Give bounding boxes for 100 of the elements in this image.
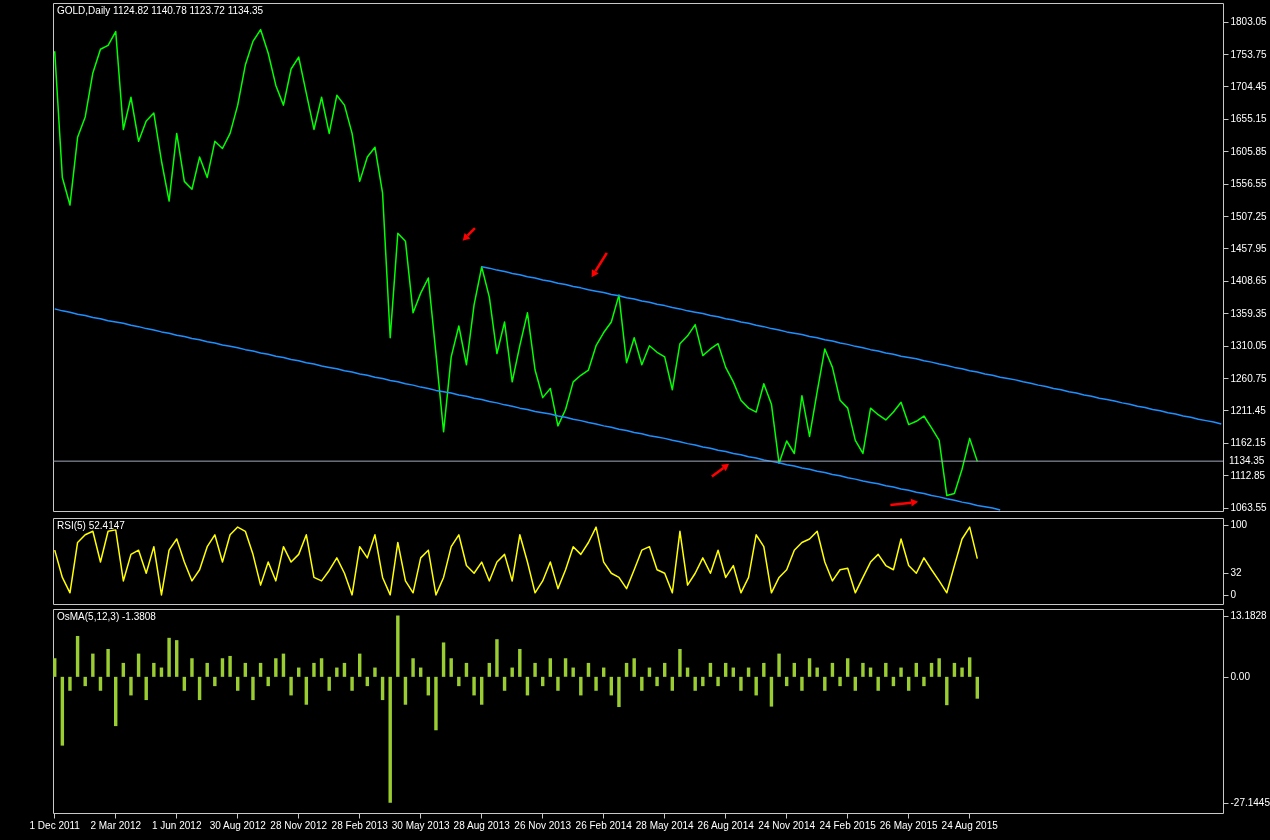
bar bbox=[167, 637, 171, 677]
bar bbox=[289, 676, 293, 696]
x-tick-label: 2 Mar 2012 bbox=[90, 819, 142, 831]
bar bbox=[876, 676, 880, 691]
y-tick-label: 1507.25 bbox=[1230, 210, 1268, 222]
bar bbox=[205, 662, 209, 677]
bar bbox=[739, 676, 743, 691]
bar bbox=[922, 676, 926, 687]
x-tick-label: 28 Nov 2012 bbox=[270, 819, 328, 831]
bar bbox=[495, 639, 499, 677]
bar bbox=[129, 676, 133, 696]
bar bbox=[815, 667, 819, 677]
line-series bbox=[53, 308, 1001, 511]
y-tick-label: -27.1445 bbox=[1230, 797, 1270, 809]
bar bbox=[449, 658, 453, 677]
x-tick-label: 1 Dec 2011 bbox=[29, 819, 81, 831]
y-tick-label: 0 bbox=[1230, 589, 1237, 601]
bar bbox=[678, 648, 682, 677]
bar bbox=[899, 667, 903, 677]
y-tick-label: 1162.15 bbox=[1230, 437, 1267, 449]
bar bbox=[579, 676, 583, 696]
y-tick-label: 0.00 bbox=[1230, 671, 1251, 683]
y-tick-label: 1359.35 bbox=[1230, 307, 1268, 319]
bar bbox=[838, 676, 842, 687]
bar bbox=[373, 667, 377, 677]
bar bbox=[967, 657, 972, 677]
bar bbox=[396, 615, 400, 677]
x-tick-label: 24 Aug 2015 bbox=[941, 819, 999, 831]
bar bbox=[960, 667, 964, 677]
chart-title: RSI(5) 52.4147 bbox=[57, 520, 126, 531]
chart-title: GOLD,Daily 1124.82 1140.78 1123.72 1134.35 bbox=[57, 5, 264, 16]
bar bbox=[640, 676, 644, 691]
bar bbox=[327, 676, 331, 691]
bar bbox=[83, 676, 87, 687]
ref-line-label: 1134.35 bbox=[1229, 455, 1265, 467]
bar bbox=[274, 658, 278, 677]
bar bbox=[434, 676, 438, 731]
bar bbox=[762, 662, 766, 677]
y-tick-label: 13.1828 bbox=[1230, 610, 1268, 622]
bar bbox=[350, 676, 354, 691]
bar bbox=[754, 676, 758, 696]
bar bbox=[91, 653, 95, 677]
bar bbox=[617, 676, 621, 708]
bar bbox=[68, 676, 72, 691]
bar bbox=[152, 662, 156, 677]
bar bbox=[411, 658, 415, 677]
bar bbox=[213, 676, 217, 687]
x-tick-label: 26 Aug 2014 bbox=[697, 819, 755, 831]
y-tick-label: 1260.75 bbox=[1230, 372, 1268, 384]
bar bbox=[701, 676, 705, 687]
y-tick-label: 1704.45 bbox=[1230, 80, 1268, 92]
y-tick-label: 100 bbox=[1230, 519, 1248, 531]
chart-title: OsMA(5,12,3) -1.3808 bbox=[57, 611, 157, 622]
bar bbox=[937, 658, 941, 677]
x-tick-label: 24 Nov 2014 bbox=[758, 819, 816, 831]
bar bbox=[655, 676, 659, 687]
bar bbox=[884, 662, 888, 677]
bar bbox=[190, 658, 194, 677]
bar bbox=[945, 676, 949, 706]
y-tick-label: 1063.55 bbox=[1230, 502, 1268, 514]
y-tick-label: 1211.45 bbox=[1230, 404, 1267, 416]
bar bbox=[312, 662, 316, 677]
bar bbox=[457, 676, 461, 687]
y-tick-label: 1655.15 bbox=[1230, 113, 1268, 125]
bar bbox=[777, 653, 781, 677]
line-series bbox=[480, 266, 1223, 425]
bar bbox=[472, 676, 476, 696]
y-tick-label: 1408.65 bbox=[1230, 275, 1268, 287]
bar bbox=[594, 676, 598, 691]
x-tick-label: 1 Jun 2012 bbox=[151, 819, 202, 831]
bar bbox=[556, 676, 560, 691]
y-tick-label: 1803.05 bbox=[1230, 16, 1268, 28]
y-tick-label: 32 bbox=[1230, 567, 1243, 579]
line-series bbox=[53, 28, 979, 497]
x-tick-label: 26 Feb 2014 bbox=[575, 819, 633, 831]
bar bbox=[266, 676, 270, 687]
bar bbox=[716, 676, 720, 687]
bar bbox=[144, 676, 148, 701]
x-tick-label: 26 May 2015 bbox=[879, 819, 939, 831]
x-tick-label: 30 Aug 2012 bbox=[209, 819, 267, 831]
bar bbox=[800, 676, 804, 691]
x-tick-label: 28 May 2014 bbox=[635, 819, 695, 831]
bar bbox=[533, 662, 537, 677]
y-tick-label: 1605.85 bbox=[1230, 145, 1268, 157]
bar bbox=[388, 676, 392, 803]
bar bbox=[518, 648, 522, 677]
bar bbox=[335, 667, 339, 677]
y-tick-label: 1457.95 bbox=[1230, 242, 1268, 254]
y-tick-label: 1556.55 bbox=[1230, 178, 1268, 190]
y-tick-label: 1112.85 bbox=[1230, 469, 1266, 481]
x-tick-label: 28 Feb 2013 bbox=[331, 819, 389, 831]
bar bbox=[823, 676, 827, 691]
x-tick-label: 30 May 2013 bbox=[391, 819, 451, 831]
bar bbox=[251, 676, 255, 701]
x-tick-label: 26 Nov 2013 bbox=[514, 819, 572, 831]
x-tick-label: 28 Aug 2013 bbox=[453, 819, 511, 831]
y-tick-label: 1753.75 bbox=[1230, 48, 1268, 60]
bar bbox=[632, 658, 636, 677]
x-tick-label: 24 Feb 2015 bbox=[819, 819, 877, 831]
bar bbox=[861, 662, 865, 677]
